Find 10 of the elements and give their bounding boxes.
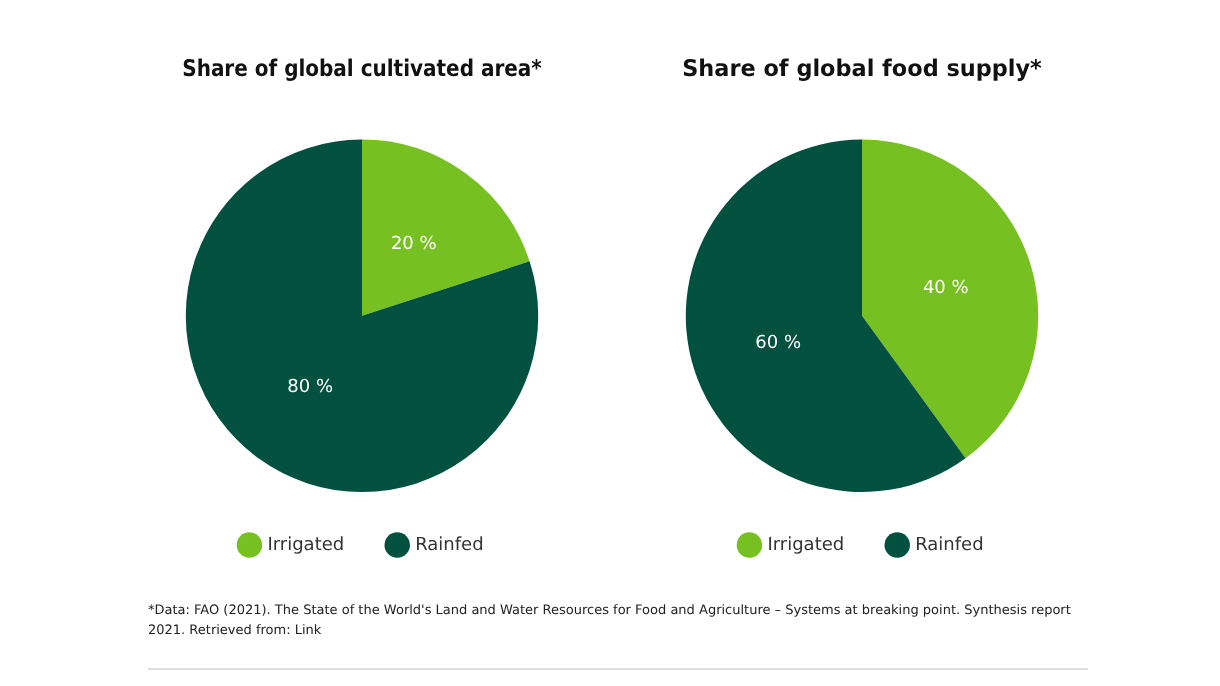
data-label: 80 % bbox=[287, 377, 334, 398]
legend-label: Irrigated bbox=[767, 535, 845, 556]
chart-title: Share of global cultivated area* bbox=[182, 54, 543, 83]
legend-label: Rainfed bbox=[915, 535, 984, 556]
legend-label: Rainfed bbox=[415, 535, 484, 556]
data-label: 40 % bbox=[922, 279, 970, 300]
legend-label: Irrigated bbox=[267, 535, 345, 556]
chart-title: Share of global food supply* bbox=[682, 53, 1042, 82]
data-label: 20 % bbox=[390, 235, 438, 256]
data-label: 60 % bbox=[755, 333, 802, 354]
